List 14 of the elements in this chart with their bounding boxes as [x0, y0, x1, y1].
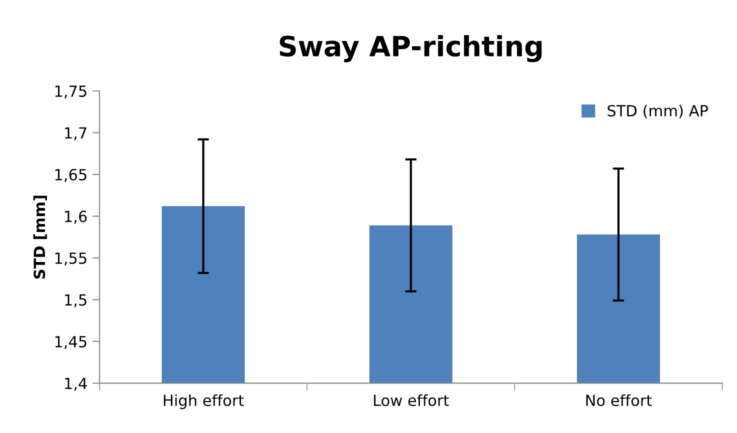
y-tick-label: 1,6 — [65, 210, 87, 224]
x-tick-label: Low effort — [374, 394, 449, 406]
y-tick-label: 1,7 — [65, 127, 86, 140]
legend-label: STD (mm) AP — [608, 104, 708, 118]
x-tick-label: No effort — [586, 394, 652, 406]
y-tick-label: 1,55 — [55, 252, 86, 266]
y-tick-label: 1,45 — [55, 336, 86, 350]
y-tick-label: 1,4 — [65, 378, 87, 391]
y-tick-label: 1,65 — [55, 168, 86, 182]
y-tick-label: 1,75 — [55, 86, 86, 99]
y-axis-title: STD [mm] — [33, 196, 47, 279]
chart-title: Sway AP-richting — [280, 35, 542, 62]
x-tick-label: High effort — [164, 394, 244, 410]
y-tick-label: 1,5 — [65, 294, 86, 308]
